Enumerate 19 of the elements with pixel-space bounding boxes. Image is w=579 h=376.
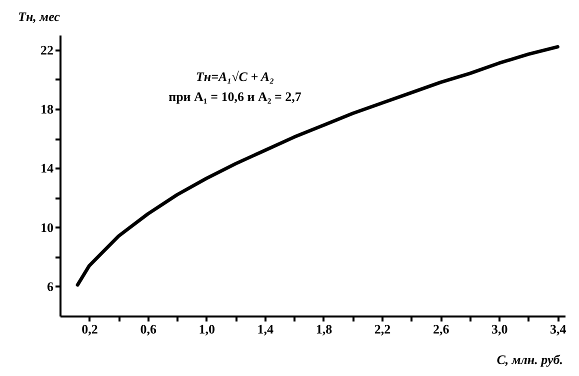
x-tick-label: 3,0	[492, 322, 508, 336]
annotation: Tн=A₁√C + A₂	[196, 69, 274, 84]
annotation: при A₁ = 10,6 и A₂ = 2,7	[168, 89, 302, 104]
x-tick-label: 2,2	[374, 322, 391, 336]
y-tick-label: 14	[40, 160, 54, 176]
x-tick-label: 3,4	[550, 322, 567, 336]
x-tick-label: 0,2	[82, 322, 98, 336]
y-tick-label: 6	[47, 278, 54, 294]
x-tick-label: 1,4	[257, 322, 274, 336]
y-axis-title: Tн, мес	[18, 9, 60, 24]
y-tick-label: 22	[40, 42, 54, 58]
x-axis-title: C, млн. руб.	[496, 352, 563, 367]
y-tick-label: 18	[40, 101, 54, 116]
x-tick-label: 1,0	[198, 322, 215, 336]
x-tick-label: 1,8	[316, 322, 333, 336]
y-tick-label: 10	[40, 220, 54, 235]
line-series	[76, 45, 560, 287]
x-tick-label: 0,6	[140, 322, 157, 336]
x-tick-label: 2,6	[432, 322, 450, 336]
